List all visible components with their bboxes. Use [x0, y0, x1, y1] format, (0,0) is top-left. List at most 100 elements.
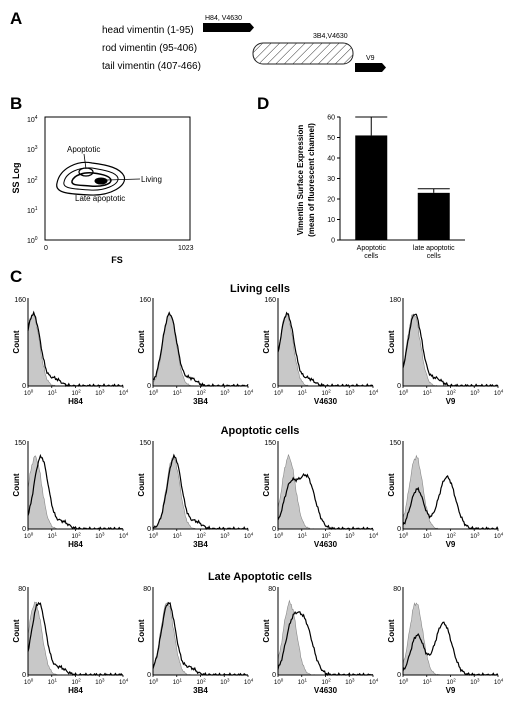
hist-count-label: Count [12, 473, 21, 496]
hist-x-tick-label: 100 [274, 532, 284, 541]
panel-d-bar-chart: D 0 10 20 30 40 50 60 Apoptotic cells late apopt… [257, 94, 465, 260]
hist-x-tick-label: 104 [494, 389, 504, 398]
histogram-control-fill [152, 454, 248, 530]
hist-x-tick-label: 100 [274, 678, 284, 687]
hist-x-tick-label: 101 [423, 389, 433, 398]
histogram-stain-line [402, 621, 499, 676]
hist-x-tick-label: 104 [119, 678, 129, 687]
hist-antibody-label: 3B4 [193, 540, 208, 549]
b-y-tick-3: 103 [27, 145, 38, 154]
hist-x-tick-label: 103 [470, 678, 480, 687]
hist-antibody-label: 3B4 [193, 397, 208, 406]
hist-x-tick-label: 101 [298, 678, 308, 687]
hist-y-max-label: 160 [264, 297, 276, 304]
hist-x-tick-label: 103 [470, 532, 480, 541]
hist-x-tick-label: 100 [24, 678, 34, 687]
histogram-3b4: 80 0 Count 100 101 102 103 104 3B4 [137, 586, 254, 695]
hist-x-tick-label: 101 [173, 532, 183, 541]
scatter-frame [44, 116, 191, 241]
hist-x-tick-label: 102 [72, 678, 82, 687]
histogram-stain-line [277, 472, 374, 531]
hist-count-label: Count [387, 330, 396, 353]
hist-x-tick-label: 102 [197, 678, 207, 687]
hist-y-min-label: 0 [397, 526, 401, 533]
hist-count-label: Count [387, 619, 396, 642]
hist-x-tick-label: 102 [72, 389, 82, 398]
b-y-ticks: 100 101 102 103 104 [27, 115, 38, 245]
b-y-tick-2: 102 [27, 176, 38, 185]
hist-x-tick-label: 104 [244, 389, 254, 398]
hist-x-tick-label: 103 [470, 389, 480, 398]
apoptotic-annotation: Apoptotic [67, 145, 100, 154]
hist-count-label: Count [262, 330, 271, 353]
hist-x-tick-label: 101 [173, 389, 183, 398]
hist-x-tick-label: 100 [149, 678, 159, 687]
b-y-tick-4: 104 [27, 115, 38, 124]
hist-x-tick-label: 103 [345, 532, 355, 541]
hist-x-tick-label: 104 [369, 532, 379, 541]
histogram-3b4: 150 0 Count 100 101 102 103 104 3B4 [137, 440, 254, 549]
histogram-h84: 80 0 Count 100 101 102 103 104 H84 [12, 586, 129, 695]
head-segment-arrow [203, 23, 254, 32]
b-x-tick-0: 0 [44, 245, 48, 252]
hist-x-tick-label: 104 [244, 532, 254, 541]
histogram-stain-line [402, 475, 499, 530]
hist-y-max-label: 160 [14, 297, 26, 304]
histogram-v4630: 160 0 Count 100 101 102 103 104 V4630 [262, 297, 379, 406]
hist-y-min-label: 0 [22, 672, 26, 679]
d-y-tick-label: 20 [327, 197, 335, 204]
panel-b-label: B [10, 94, 22, 113]
histogram-control-fill [402, 313, 498, 387]
histogram-h84: 160 0 Count 100 101 102 103 104 H84 [12, 297, 129, 406]
hist-x-tick-label: 103 [95, 389, 105, 398]
hist-y-max-label: 80 [143, 586, 151, 593]
hist-x-tick-label: 101 [423, 532, 433, 541]
b-x-axis-label: FS [111, 255, 123, 265]
d-bar [417, 192, 450, 240]
b-y-axis-label: SS Log [11, 163, 21, 194]
hist-y-max-label: 150 [139, 440, 151, 447]
histogram-control-fill [152, 310, 248, 387]
hist-y-max-label: 180 [389, 297, 401, 304]
hist-x-tick-label: 101 [48, 389, 58, 398]
hist-x-tick-label: 104 [369, 678, 379, 687]
d-category-label: late apoptotic cells [413, 245, 455, 260]
histogram-v4630: 80 0 Count 100 101 102 103 104 V4630 [262, 586, 379, 695]
hist-x-tick-label: 100 [399, 532, 409, 541]
hist-y-max-label: 150 [389, 440, 401, 447]
hist-x-tick-label: 103 [220, 389, 230, 398]
hist-x-tick-label: 102 [197, 389, 207, 398]
panel-a-label: A [10, 9, 22, 28]
hist-x-tick-label: 100 [149, 532, 159, 541]
hist-x-tick-label: 104 [119, 389, 129, 398]
hist-antibody-label: V4630 [314, 540, 338, 549]
hist-x-tick-label: 100 [24, 389, 34, 398]
hist-x-tick-label: 104 [244, 678, 254, 687]
hist-x-tick-label: 101 [298, 532, 308, 541]
hist-antibody-label: 3B4 [193, 686, 208, 695]
histogram-control-fill [27, 311, 123, 387]
d-y-tick-label: 30 [327, 176, 335, 183]
hist-x-tick-label: 102 [322, 532, 332, 541]
hist-y-max-label: 80 [268, 586, 276, 593]
panel-a: A head vimentin (1-95) rod vimentin (95-… [10, 9, 386, 72]
hist-x-tick-label: 101 [423, 678, 433, 687]
histogram-control-fill [152, 602, 248, 676]
hist-y-max-label: 150 [264, 440, 276, 447]
hist-x-tick-label: 103 [345, 678, 355, 687]
panel-c-label: C [10, 267, 22, 286]
hist-y-min-label: 0 [22, 526, 26, 533]
b-y-tick-1: 101 [27, 206, 38, 215]
rod-vimentin-label: rod vimentin (95-406) [102, 43, 197, 54]
histogram-v4630: 150 0 Count 100 101 102 103 104 V4630 [262, 440, 379, 549]
histogram-v9: 180 0 Count 100 101 102 103 104 V9 [387, 297, 504, 406]
hist-count-label: Count [137, 473, 146, 496]
hist-x-tick-label: 104 [119, 532, 129, 541]
tail-vimentin-label: tail vimentin (407-466) [102, 61, 201, 72]
hist-antibody-label: H84 [68, 686, 83, 695]
histogram-v9: 150 0 Count 100 101 102 103 104 V9 [387, 440, 504, 549]
hist-x-tick-label: 100 [24, 532, 34, 541]
hist-x-tick-label: 102 [322, 678, 332, 687]
hist-antibody-label: V4630 [314, 686, 338, 695]
